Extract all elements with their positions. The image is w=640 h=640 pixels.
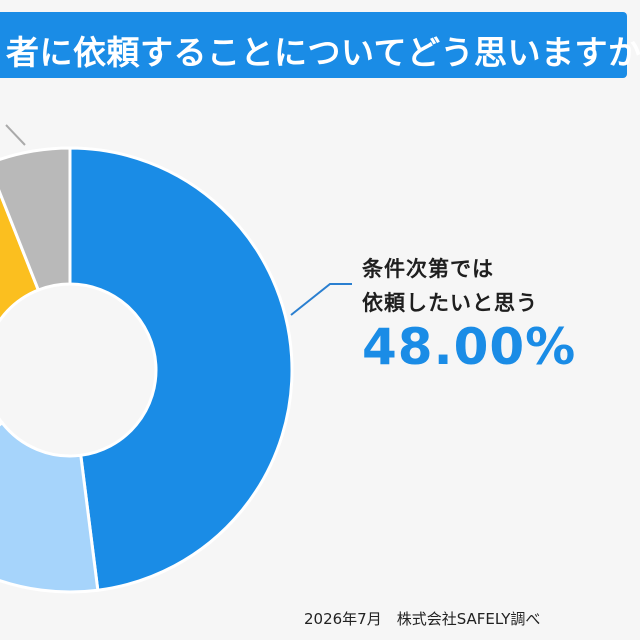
- donut-slice-1: [0, 420, 100, 594]
- source-footer: 2026年7月 株式会社SAFELY調べ: [304, 608, 540, 629]
- donut-slice-0: [68, 146, 294, 592]
- grey-leader-line: [5, 124, 26, 146]
- chart-title: 者に依頼することについてどう思いますか?: [6, 33, 640, 72]
- callout-percentage: 48.00%: [362, 318, 577, 376]
- title-bar: 者に依頼することについてどう思いますか?: [0, 12, 640, 78]
- footer-source: 株式会社SAFELY調べ: [396, 610, 541, 628]
- callout-leader-line: [290, 283, 352, 316]
- callout-label-line2: 依頼したいと思う: [362, 291, 538, 315]
- donut-slice-3: [0, 146, 72, 292]
- callout-label-line1: 条件次第では: [362, 257, 494, 281]
- footer-date: 2026年7月: [304, 610, 382, 628]
- donut-slice-2: [0, 189, 41, 427]
